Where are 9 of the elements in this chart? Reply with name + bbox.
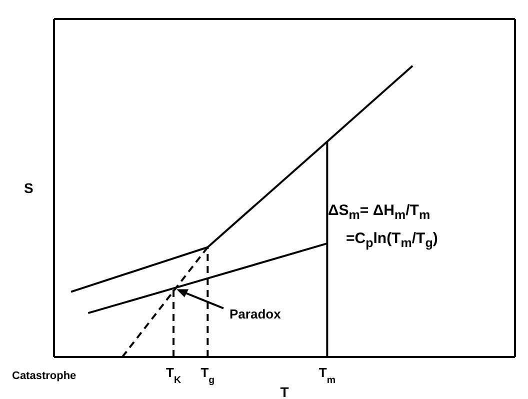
y-axis-title: S (24, 180, 34, 196)
annotation: ΔS$_{m}$= ΔH$_{m}$/T$_{m}$ (328, 202, 430, 222)
text: Catastrophe (12, 370, 76, 382)
x-tick-label: T$_{K}$ (166, 365, 182, 386)
x-tick-label: T$_{g}$ (200, 365, 215, 386)
annotation: =C$_{p}$ln(T$_{m}$/T$_{g}$) (346, 230, 438, 250)
annotation: Paradox (230, 306, 282, 322)
x-axis-title: T (280, 384, 290, 399)
x-tick-label: T$_{m}$ (318, 365, 336, 386)
